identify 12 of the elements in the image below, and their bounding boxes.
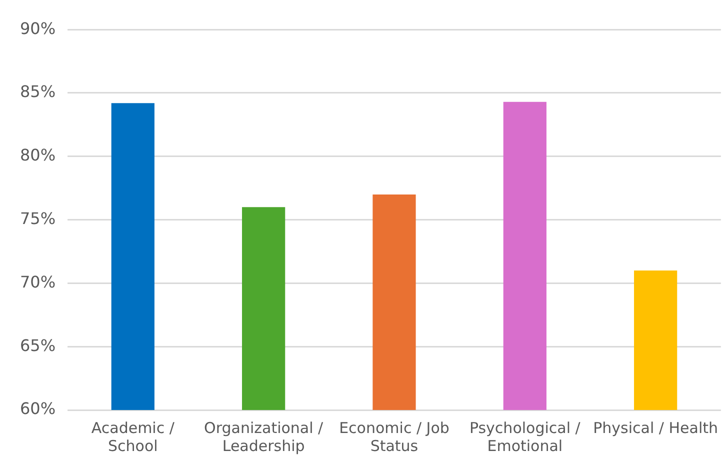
y-tick-label: 70% [20, 272, 56, 292]
x-tick-label: Organizational / Leadership [204, 418, 324, 455]
y-tick-label: 60% [20, 399, 56, 418]
x-tick-label: Economic / Job Status [339, 418, 450, 455]
y-tick-label: 75% [20, 208, 56, 228]
y-tick-label: 85% [20, 82, 56, 102]
y-tick-label: 90% [20, 18, 56, 38]
x-tick-label: Physical / Health [593, 418, 718, 437]
x-tick-label: Academic / School [91, 418, 176, 455]
y-tick-label: 65% [20, 336, 56, 355]
x-tick-label: Psychological / Emotional [469, 418, 582, 455]
y-tick-label: 80% [20, 146, 56, 165]
